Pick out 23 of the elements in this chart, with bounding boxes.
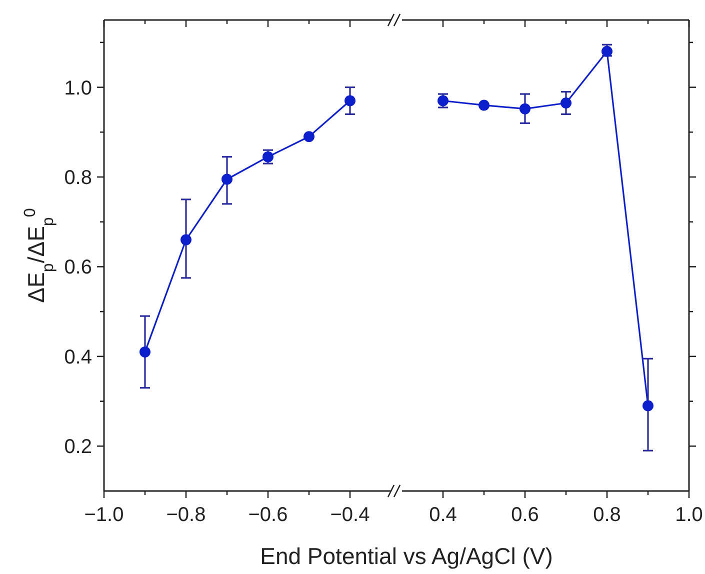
x-tick-label: 0.6	[511, 504, 539, 526]
x-axis-title: End Potential vs Ag/AgCl (V)	[260, 543, 553, 569]
point	[344, 95, 356, 106]
point	[560, 97, 572, 108]
point	[304, 131, 314, 142]
point	[222, 174, 232, 185]
point	[180, 234, 192, 246]
point	[478, 100, 490, 111]
y-tick-label: 0.4	[64, 346, 92, 368]
y-tick-label: 0.8	[64, 167, 92, 189]
y-tick-label: 0.6	[64, 256, 92, 279]
y-tick-label: 0.2	[64, 436, 92, 458]
x-tick-label: −0.8	[166, 504, 206, 526]
y-tick-label: 1.0	[64, 77, 92, 100]
x-tick-label: −1.0	[84, 504, 124, 526]
x-tick-label: −0.4	[330, 504, 370, 526]
x-tick-label: 0.8	[593, 504, 621, 526]
x-tick-label: 1.0	[675, 504, 703, 526]
x-tick-label: 0.4	[429, 504, 457, 526]
point	[642, 400, 654, 412]
point	[520, 103, 530, 114]
point	[140, 346, 150, 358]
x-tick-label: −0.6	[248, 504, 288, 526]
